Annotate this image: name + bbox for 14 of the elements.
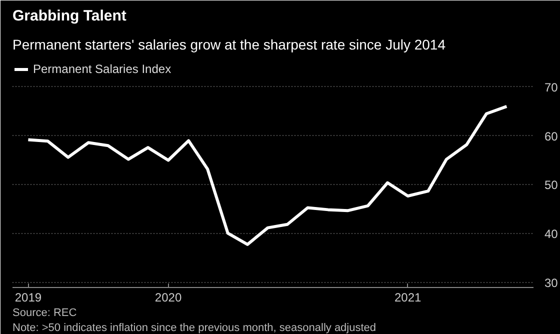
chart-title: Grabbing Talent [12, 8, 126, 24]
chart-subtitle: Permanent starters' salaries grow at the sharpest rate since July 2014 [12, 36, 446, 52]
x-tick-label: 2021 [394, 290, 422, 304]
y-tick-label: 60 [544, 129, 558, 144]
text: Note: >50 indicates inflation since the previous month, seasonally adjusted [12, 322, 376, 334]
legend-label: Permanent Salaries Index [33, 62, 172, 76]
y-tick-label: 30 [544, 276, 558, 290]
x-tick-label: 2019 [14, 290, 42, 304]
y-tick-label: 50 [544, 178, 558, 192]
x-tick-label: 2020 [154, 290, 182, 304]
y-tick-label: 40 [544, 227, 558, 242]
source-note: Source: REC [12, 307, 77, 319]
line-series [26, 104, 508, 246]
y-tick-label: 70 [544, 80, 558, 94]
